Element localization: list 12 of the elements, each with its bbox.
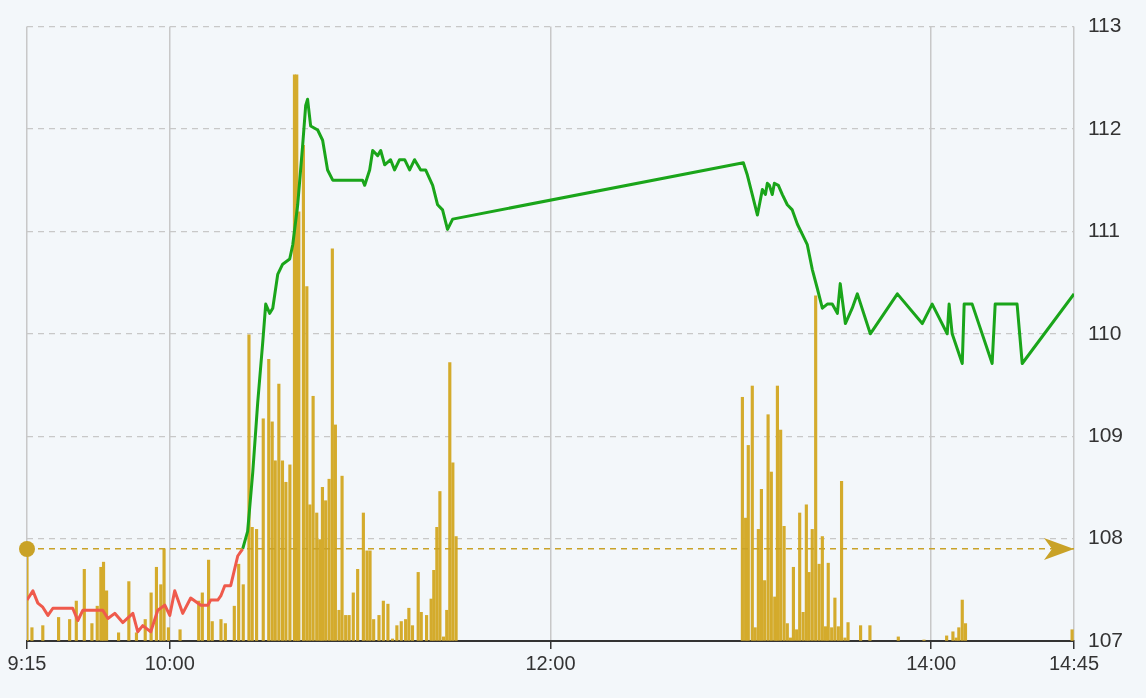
x-tick-label: 14:00	[906, 651, 957, 674]
x-tick-label: 9:15	[7, 651, 47, 674]
x-tick-label: 12:00	[525, 651, 576, 674]
x-tick-label: 14:45	[1048, 651, 1100, 674]
y-tick-label: 113	[1088, 13, 1122, 37]
y-tick-label: 110	[1088, 320, 1122, 344]
x-tick-label: 10:00	[144, 651, 195, 674]
y-tick-label: 112	[1088, 115, 1122, 139]
y-tick-label: 109	[1088, 423, 1124, 446]
y-tick-label: 108	[1088, 525, 1124, 549]
y-tick-label: 107	[1088, 627, 1124, 651]
y-tick-label: 111	[1088, 218, 1120, 242]
